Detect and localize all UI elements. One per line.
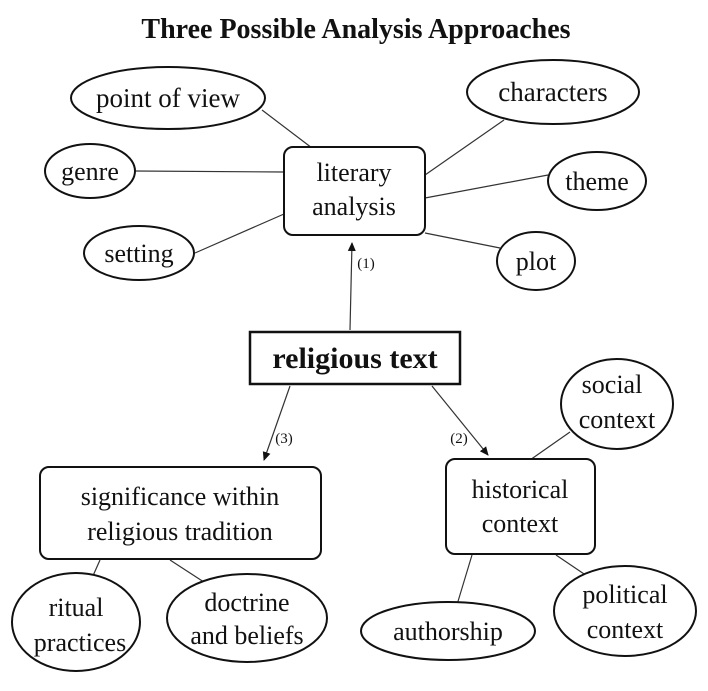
edge-literary-genre xyxy=(133,170,285,173)
node-religious-text: religious text xyxy=(248,330,462,386)
node-plot: plot xyxy=(496,231,576,291)
node-characters-label: characters xyxy=(498,77,607,107)
node-authorship-label: authorship xyxy=(393,617,503,646)
node-authorship: authorship xyxy=(360,601,536,661)
node-ritual-practices: ritual practices xyxy=(11,572,141,672)
node-doctrine-and-beliefs: doctrine and beliefs xyxy=(166,573,328,663)
edge-label-tradition: (3) xyxy=(275,431,293,447)
node-historical-context-label-line2: context xyxy=(482,509,559,538)
node-religious-tradition-label-line2: religious tradition xyxy=(87,517,273,546)
node-ritual-practices-shape xyxy=(11,572,141,672)
node-social-context-shape xyxy=(560,358,674,450)
node-setting: setting xyxy=(83,225,195,281)
node-social-context: social context xyxy=(560,358,674,450)
node-theme-shape xyxy=(547,151,647,211)
edge-literary-plot xyxy=(424,232,501,249)
edge-historical-authorship xyxy=(455,554,473,609)
node-genre-shape xyxy=(44,143,136,199)
edge-literary-theme xyxy=(424,174,549,199)
node-genre-label: genre xyxy=(61,157,119,186)
edge-label-literary: (1) xyxy=(357,256,375,272)
node-plot-shape xyxy=(496,231,576,291)
node-ritual-practices-label-line1: ritual xyxy=(49,593,104,622)
node-point-of-view-label: point of view xyxy=(96,83,240,113)
node-literary-analysis: literary analysis xyxy=(283,146,426,236)
node-literary-analysis-label-line2: analysis xyxy=(312,192,396,221)
node-political-context-label-line2: context xyxy=(587,615,664,644)
node-religious-tradition: significance within religious tradition xyxy=(39,466,322,560)
node-literary-analysis-label-line1: literary xyxy=(316,158,391,187)
node-historical-context: historical context xyxy=(445,458,596,555)
node-literary-analysis-shape xyxy=(283,146,426,236)
node-doctrine-and-beliefs-label-line1: doctrine xyxy=(204,588,289,617)
arrow-to-tradition xyxy=(262,385,291,461)
node-characters: characters xyxy=(466,59,640,125)
node-authorship-shape xyxy=(360,601,536,661)
node-religious-tradition-label-line1: significance within xyxy=(81,482,280,511)
arrow-to-literary xyxy=(347,242,356,331)
node-ritual-practices-label-line2: practices xyxy=(34,628,126,657)
edge-literary-characters xyxy=(424,119,505,176)
edge-historical-social xyxy=(529,431,571,461)
node-characters-shape xyxy=(466,59,640,125)
node-doctrine-and-beliefs-shape xyxy=(166,573,328,663)
node-setting-shape xyxy=(83,225,195,281)
node-doctrine-and-beliefs-label-line2: and beliefs xyxy=(190,621,303,650)
node-point-of-view: point of view xyxy=(70,66,266,130)
node-theme-label: theme xyxy=(565,167,629,196)
edge-literary-setting xyxy=(194,213,285,254)
node-historical-context-shape xyxy=(445,458,596,555)
node-social-context-label-line1: social xyxy=(582,370,643,399)
node-genre: genre xyxy=(44,143,136,199)
node-political-context-shape xyxy=(553,565,697,657)
edge-label-historical: (2) xyxy=(450,431,468,447)
arrow-to-historical xyxy=(431,385,489,456)
node-point-of-view-shape xyxy=(70,66,266,130)
edge-literary-point-of-view xyxy=(261,109,313,149)
node-religious-text-label: religious text xyxy=(272,342,437,375)
node-theme: theme xyxy=(547,151,647,211)
node-religious-text-shape xyxy=(248,330,462,386)
node-setting-label: setting xyxy=(104,239,173,268)
node-political-context-label-line1: political xyxy=(582,580,667,609)
node-social-context-label-line2: context xyxy=(579,405,656,434)
node-plot-label: plot xyxy=(516,247,557,276)
diagram-title: Three Possible Analysis Approaches xyxy=(141,14,570,45)
node-historical-context-label-line1: historical xyxy=(472,475,569,504)
node-religious-tradition-shape xyxy=(39,466,322,560)
node-political-context: political context xyxy=(553,565,697,657)
